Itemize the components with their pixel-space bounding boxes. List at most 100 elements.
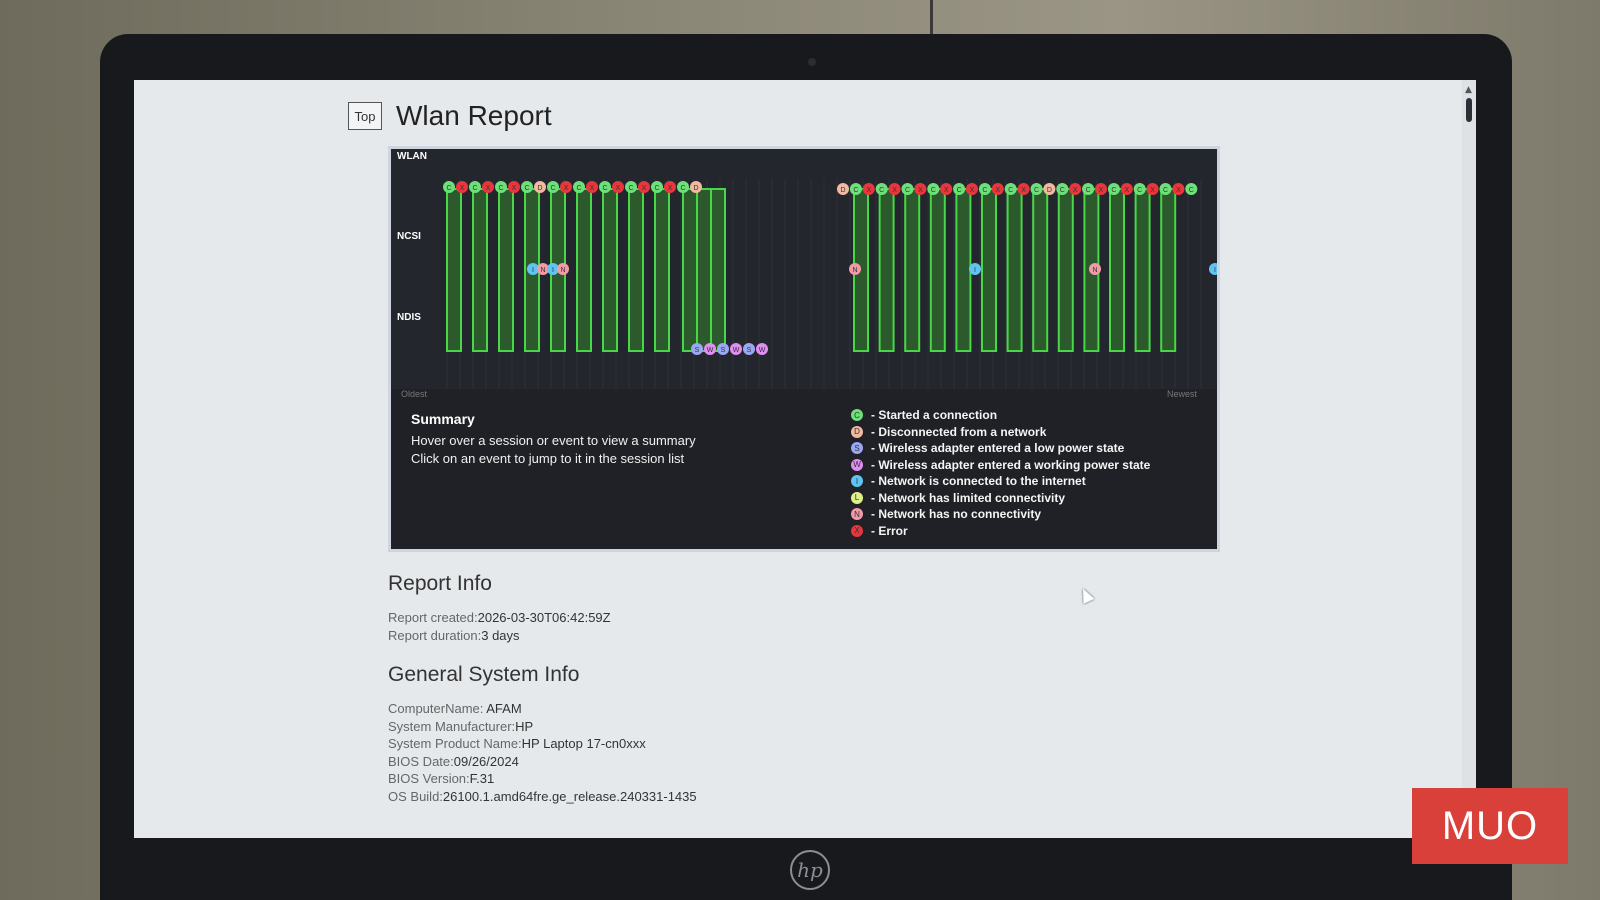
session-bar[interactable] <box>1160 188 1177 352</box>
wlan-event[interactable] <box>1004 183 1017 195</box>
wlan-event[interactable] <box>1017 183 1030 195</box>
wlan-event[interactable] <box>1120 183 1133 195</box>
legend-event-icon: S <box>851 442 863 455</box>
wlan-event[interactable] <box>1056 183 1069 195</box>
wlan-event[interactable] <box>638 181 650 193</box>
legend-label: - Disconnected from a network <box>871 424 1047 439</box>
vertical-scrollbar[interactable]: ▲ <box>1462 80 1476 838</box>
wlan-event-letter: C <box>680 185 685 192</box>
session-bar[interactable] <box>576 188 592 352</box>
session-bar[interactable] <box>981 188 997 352</box>
ncsi-event[interactable] <box>1089 263 1101 275</box>
wlan-event[interactable] <box>953 183 966 195</box>
wlan-event[interactable] <box>1172 183 1185 195</box>
ndis-event[interactable] <box>717 343 729 355</box>
ndis-event[interactable] <box>730 343 742 355</box>
wlan-event[interactable] <box>521 181 533 193</box>
wlan-event[interactable] <box>573 181 585 193</box>
scrollbar-thumb[interactable] <box>1466 98 1472 122</box>
wlan-event[interactable] <box>1185 183 1198 195</box>
wlan-event-letter: D <box>537 185 542 192</box>
session-bar[interactable] <box>472 188 488 352</box>
wlan-event[interactable] <box>862 183 875 195</box>
wlan-event[interactable] <box>677 181 689 193</box>
session-bar[interactable] <box>628 188 644 352</box>
wlan-event[interactable] <box>456 181 468 193</box>
wlan-session-chart[interactable]: WLAN NCSI NDIS Oldest Newest C X C X C X C D C X C X C X C X… <box>388 146 1220 552</box>
session-bar[interactable] <box>602 188 618 352</box>
ndis-event-letter: S <box>747 347 752 354</box>
ncsi-event[interactable] <box>849 263 861 275</box>
legend-event-icon: L <box>851 491 863 504</box>
wlan-event[interactable] <box>1069 183 1082 195</box>
wlan-event[interactable] <box>978 183 991 195</box>
session-bar[interactable] <box>1134 188 1151 352</box>
session-bar[interactable] <box>929 188 946 352</box>
session-bar[interactable] <box>878 188 895 352</box>
session-bar[interactable] <box>1057 188 1074 352</box>
wlan-event-letter: C <box>524 185 529 192</box>
wlan-event[interactable] <box>651 181 663 193</box>
wlan-event[interactable] <box>1159 183 1172 195</box>
wlan-event[interactable] <box>599 181 611 193</box>
ndis-event[interactable] <box>691 343 703 355</box>
wlan-event[interactable] <box>1030 183 1043 195</box>
ncsi-event[interactable] <box>969 263 981 275</box>
wlan-event[interactable] <box>914 183 927 195</box>
session-bar[interactable] <box>682 188 698 352</box>
wlan-event[interactable] <box>1107 183 1120 195</box>
wlan-event[interactable] <box>837 183 849 195</box>
session-bar[interactable] <box>446 188 462 352</box>
wlan-event[interactable] <box>664 181 676 193</box>
session-bar[interactable] <box>696 188 712 352</box>
row-label-wlan: WLAN <box>397 151 427 162</box>
session-bar[interactable] <box>1109 188 1125 352</box>
wlan-event[interactable] <box>991 183 1004 195</box>
wlan-event[interactable] <box>966 183 978 195</box>
session-bar[interactable] <box>904 188 921 352</box>
wlan-event[interactable] <box>875 183 888 195</box>
wlan-event[interactable] <box>482 181 494 193</box>
scroll-up-arrow-icon[interactable]: ▲ <box>1465 85 1472 95</box>
wlan-event[interactable] <box>1146 183 1159 195</box>
wlan-event[interactable] <box>901 183 914 195</box>
ncsi-event[interactable] <box>527 263 539 275</box>
wlan-event[interactable] <box>849 183 862 195</box>
system-info-label: System Manufacturer: <box>388 718 516 734</box>
ndis-event[interactable] <box>756 343 768 355</box>
wlan-event[interactable] <box>1133 183 1146 195</box>
ncsi-event[interactable] <box>547 263 559 275</box>
session-bar[interactable] <box>1006 188 1023 352</box>
wlan-event[interactable] <box>690 181 702 193</box>
wlan-event[interactable] <box>534 181 546 193</box>
wlan-event[interactable] <box>443 181 455 193</box>
session-bar[interactable] <box>1032 188 1049 352</box>
system-info-value: F.31 <box>469 771 495 786</box>
ncsi-event[interactable] <box>557 263 569 275</box>
wlan-event[interactable] <box>612 181 624 193</box>
wlan-event[interactable] <box>927 183 940 195</box>
top-button[interactable]: Top <box>348 102 382 130</box>
wlan-event[interactable] <box>508 181 520 193</box>
wlan-event[interactable] <box>1043 183 1056 195</box>
wlan-event[interactable] <box>940 183 953 195</box>
wlan-event[interactable] <box>1095 183 1107 195</box>
wlan-event[interactable] <box>495 181 507 193</box>
wlan-event[interactable] <box>560 181 572 193</box>
wlan-event[interactable] <box>469 181 481 193</box>
ncsi-event[interactable] <box>537 263 549 275</box>
wlan-event[interactable] <box>547 181 559 193</box>
wlan-event[interactable] <box>1082 183 1095 195</box>
session-bar[interactable] <box>710 188 726 352</box>
wlan-event[interactable] <box>888 183 901 195</box>
session-bar[interactable] <box>498 188 514 352</box>
wlan-event[interactable] <box>625 181 637 193</box>
session-bar[interactable] <box>654 188 670 352</box>
ndis-event[interactable] <box>743 343 755 355</box>
wlan-event[interactable] <box>586 181 598 193</box>
ncsi-event[interactable] <box>1209 263 1217 275</box>
session-bar[interactable] <box>955 188 972 352</box>
system-info-row: ComputerName: AFAM <box>388 701 1428 719</box>
ndis-event[interactable] <box>704 343 716 355</box>
